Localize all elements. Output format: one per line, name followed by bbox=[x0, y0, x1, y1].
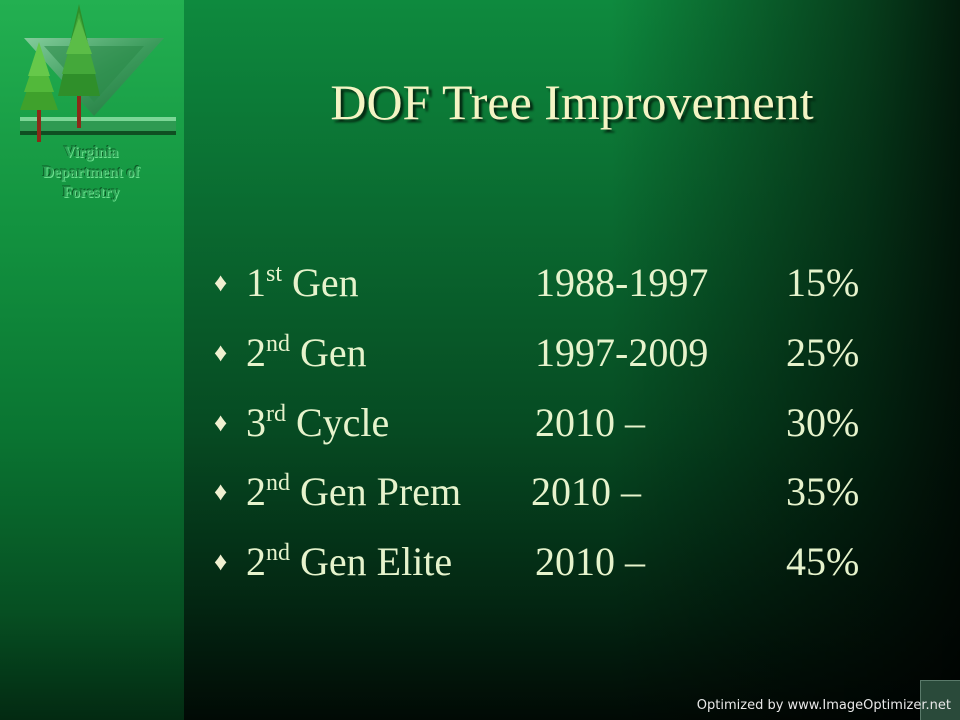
generation-label: 2nd Gen Prem bbox=[246, 467, 461, 517]
logo-text: Virginia Department of Forestry bbox=[0, 143, 182, 203]
corner-box bbox=[920, 680, 960, 720]
logo-line: Department of bbox=[42, 164, 140, 181]
logo-line: Virginia bbox=[63, 144, 119, 161]
generation-name: Gen Elite bbox=[290, 539, 453, 584]
list-item: ♦ 2nd Gen Elite 2010 – 45% bbox=[0, 537, 960, 587]
generation-number: 1 bbox=[246, 260, 266, 305]
diamond-bullet-icon: ♦ bbox=[214, 547, 228, 576]
list-item: ♦ 1st Gen 1988-1997 15% bbox=[0, 258, 960, 308]
generation-label: 2nd Gen bbox=[246, 328, 367, 378]
generation-name: Gen Prem bbox=[290, 469, 462, 514]
percent-value: 45% bbox=[786, 539, 860, 584]
percent-value: 30% bbox=[786, 400, 860, 445]
generation-number: 2 bbox=[246, 469, 266, 514]
diamond-bullet-icon: ♦ bbox=[214, 477, 228, 506]
list-item: ♦ 3rd Cycle 2010 – 30% bbox=[0, 398, 960, 448]
generation-name: Gen bbox=[290, 330, 367, 375]
generation-number: 2 bbox=[246, 539, 266, 584]
generation-name: Cycle bbox=[286, 400, 390, 445]
slide-title: DOF Tree Improvement bbox=[330, 74, 814, 130]
period: 2010 – bbox=[535, 400, 645, 445]
percent-value: 35% bbox=[786, 469, 860, 514]
diamond-bullet-icon: ♦ bbox=[214, 268, 228, 297]
generation-label: 2nd Gen Elite bbox=[246, 537, 452, 587]
forestry-logo-icon bbox=[20, 4, 176, 142]
generation-number: 2 bbox=[246, 330, 266, 375]
ordinal-suffix: nd bbox=[266, 331, 290, 357]
diamond-bullet-icon: ♦ bbox=[214, 408, 228, 437]
generation-label: 3rd Cycle bbox=[246, 398, 389, 448]
ordinal-suffix: nd bbox=[266, 470, 290, 496]
logo-line: Forestry bbox=[62, 184, 120, 201]
list-item: ♦ 2nd Gen 1997-2009 25% bbox=[0, 328, 960, 378]
list-item: ♦ 2nd Gen Prem 2010 – 35% bbox=[0, 467, 960, 517]
watermark: Optimized by www.ImageOptimizer.net bbox=[696, 698, 951, 713]
period: 1988-1997 bbox=[535, 260, 709, 305]
generation-name: Gen bbox=[282, 260, 359, 305]
period: 2010 – bbox=[531, 469, 641, 514]
ordinal-suffix: st bbox=[266, 261, 283, 287]
ordinal-suffix: nd bbox=[266, 540, 290, 566]
generation-label: 1st Gen bbox=[246, 258, 359, 308]
percent-value: 25% bbox=[786, 330, 860, 375]
diamond-bullet-icon: ♦ bbox=[214, 338, 228, 367]
period: 1997-2009 bbox=[535, 330, 709, 375]
ordinal-suffix: rd bbox=[266, 401, 286, 427]
sidebar: Virginia Department of Forestry bbox=[0, 0, 184, 720]
period: 2010 – bbox=[535, 539, 645, 584]
generation-number: 3 bbox=[246, 400, 266, 445]
percent-value: 15% bbox=[786, 260, 860, 305]
